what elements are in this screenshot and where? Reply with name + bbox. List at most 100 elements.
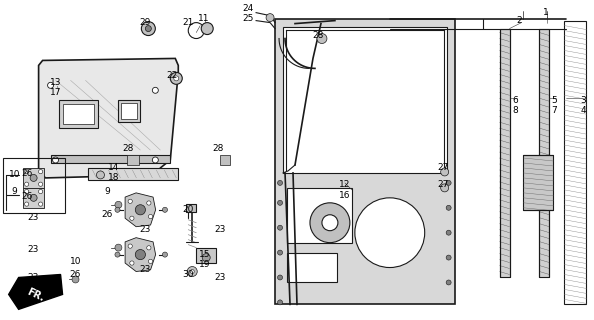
Text: 26: 26 — [21, 169, 32, 179]
Bar — [500, 28, 510, 277]
Text: 23: 23 — [140, 225, 151, 234]
Circle shape — [135, 250, 146, 260]
Circle shape — [30, 194, 37, 201]
Bar — [523, 155, 554, 210]
Text: 13: 13 — [50, 78, 61, 87]
Text: 17: 17 — [50, 88, 61, 97]
Text: 24: 24 — [242, 4, 254, 13]
Text: 23: 23 — [214, 273, 226, 282]
Text: 11: 11 — [197, 14, 209, 23]
Polygon shape — [125, 238, 156, 271]
Text: 7: 7 — [551, 106, 557, 115]
Text: 18: 18 — [108, 173, 119, 182]
Text: 15: 15 — [198, 250, 210, 259]
Circle shape — [310, 203, 350, 243]
Circle shape — [152, 87, 159, 93]
Circle shape — [441, 168, 448, 176]
Circle shape — [446, 280, 451, 285]
Circle shape — [24, 182, 29, 186]
Circle shape — [141, 22, 156, 36]
Text: 1: 1 — [542, 8, 548, 17]
Text: 23: 23 — [27, 273, 38, 282]
Bar — [62, 104, 94, 124]
Text: 9: 9 — [105, 188, 110, 196]
Bar — [539, 28, 549, 277]
Text: 23: 23 — [27, 213, 38, 222]
Circle shape — [277, 180, 283, 185]
Bar — [196, 248, 216, 262]
Circle shape — [39, 202, 43, 206]
Bar — [89, 168, 178, 180]
Text: 16: 16 — [339, 191, 350, 200]
Circle shape — [135, 205, 146, 215]
Circle shape — [317, 34, 327, 44]
Text: 4: 4 — [580, 106, 586, 115]
Text: 26: 26 — [102, 210, 113, 219]
Polygon shape — [9, 275, 62, 309]
Text: 10: 10 — [69, 257, 81, 266]
Text: FR.: FR. — [26, 287, 46, 304]
Circle shape — [115, 244, 122, 251]
Circle shape — [39, 182, 43, 186]
Circle shape — [277, 200, 283, 205]
Circle shape — [446, 230, 451, 235]
Polygon shape — [125, 193, 156, 227]
Circle shape — [115, 201, 122, 208]
Circle shape — [146, 26, 151, 32]
Text: 27: 27 — [437, 180, 448, 189]
Text: 26: 26 — [70, 270, 81, 279]
Circle shape — [129, 261, 134, 265]
Circle shape — [148, 214, 153, 219]
Circle shape — [39, 170, 43, 174]
Bar — [287, 188, 352, 243]
Circle shape — [201, 23, 213, 35]
Circle shape — [277, 250, 283, 255]
Text: 23: 23 — [214, 225, 226, 234]
Bar — [118, 100, 140, 122]
Text: 10: 10 — [9, 171, 20, 180]
Circle shape — [115, 252, 120, 257]
Polygon shape — [23, 188, 44, 208]
Circle shape — [446, 255, 451, 260]
Text: 30: 30 — [182, 270, 194, 279]
Bar — [220, 155, 230, 165]
Bar — [50, 155, 170, 163]
Circle shape — [322, 215, 338, 231]
Circle shape — [187, 267, 197, 276]
Circle shape — [24, 189, 29, 194]
Circle shape — [441, 184, 448, 192]
Text: 28: 28 — [312, 31, 324, 40]
Circle shape — [72, 276, 79, 283]
Bar — [127, 155, 140, 165]
Circle shape — [202, 253, 210, 261]
Bar — [187, 204, 196, 212]
Text: 25: 25 — [242, 14, 254, 23]
Circle shape — [24, 202, 29, 206]
Bar — [3, 158, 65, 213]
Bar — [121, 103, 137, 119]
Text: 28: 28 — [123, 144, 134, 153]
Text: 23: 23 — [27, 245, 38, 254]
Text: 19: 19 — [198, 260, 210, 269]
Text: 22: 22 — [167, 71, 178, 80]
Text: 14: 14 — [108, 164, 119, 172]
Circle shape — [162, 252, 168, 257]
Circle shape — [277, 300, 283, 305]
Text: 8: 8 — [513, 106, 519, 115]
Polygon shape — [23, 168, 44, 188]
Text: 9: 9 — [12, 188, 18, 196]
Text: 20: 20 — [182, 205, 194, 214]
Circle shape — [147, 201, 151, 205]
Circle shape — [115, 207, 120, 212]
Circle shape — [147, 246, 151, 250]
Circle shape — [128, 244, 132, 248]
Bar — [59, 100, 99, 128]
Polygon shape — [275, 19, 454, 304]
Text: 3: 3 — [580, 96, 586, 105]
Circle shape — [129, 216, 134, 220]
Text: 6: 6 — [513, 96, 519, 105]
Circle shape — [96, 171, 105, 179]
Bar — [564, 20, 586, 304]
Circle shape — [170, 72, 182, 84]
Circle shape — [446, 205, 451, 210]
